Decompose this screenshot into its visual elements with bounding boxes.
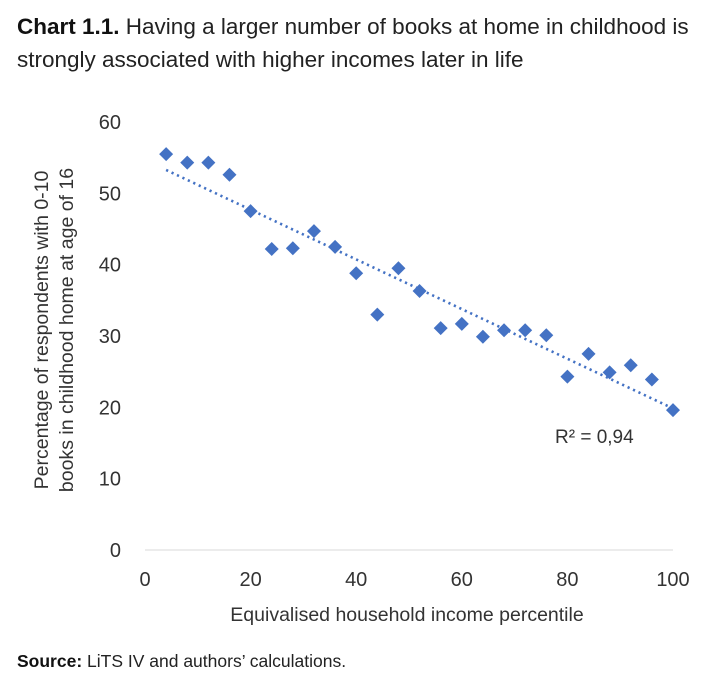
y-tick-label: 40: [99, 255, 121, 277]
x-tick-label: 40: [345, 569, 367, 591]
chart-title-label: Chart 1.1.: [17, 14, 120, 39]
x-tick-label: 100: [656, 569, 689, 591]
source-text: LiTS IV and authors’ calculations.: [82, 651, 347, 671]
data-point: [243, 204, 258, 219]
data-point: [412, 284, 427, 299]
data-points: [159, 147, 680, 418]
r-squared-annotation: R² = 0,94: [555, 427, 634, 448]
y-axis-ticks: 0 10 20 30 40 50 60: [99, 112, 121, 562]
y-tick-label: 60: [99, 112, 121, 134]
data-point: [497, 323, 512, 338]
data-point: [370, 307, 385, 322]
x-tick-label: 20: [239, 569, 261, 591]
x-axis-ticks: 0 20 40 60 80 100: [139, 569, 689, 591]
y-axis-title-line-1: Percentage of respondents with 0-10: [31, 170, 53, 489]
data-point: [581, 346, 596, 361]
y-tick-label: 0: [110, 540, 121, 562]
data-point: [623, 358, 638, 373]
x-tick-label: 60: [451, 569, 473, 591]
chart-title: Chart 1.1. Having a larger number of boo…: [17, 10, 707, 76]
data-point: [159, 147, 174, 162]
y-tick-label: 10: [99, 469, 121, 491]
data-point: [264, 241, 279, 256]
y-axis-title-line-2: books in childhood home at age of 16: [56, 168, 78, 492]
y-tick-label: 20: [99, 397, 121, 419]
source-note: Source: LiTS IV and authors’ calculation…: [17, 651, 346, 672]
data-point: [391, 261, 406, 276]
data-point: [602, 365, 617, 380]
data-point: [666, 403, 680, 418]
data-point: [180, 155, 195, 170]
data-point: [433, 321, 448, 336]
data-point: [539, 328, 554, 343]
data-point: [285, 241, 300, 256]
y-axis-title: Percentage of respondents with 0-10 book…: [31, 168, 78, 492]
data-point: [644, 372, 659, 387]
y-tick-label: 30: [99, 326, 121, 348]
chart-title-text: Having a larger number of books at home …: [17, 14, 689, 72]
data-point: [201, 155, 216, 170]
data-point: [518, 323, 533, 338]
data-point: [328, 239, 343, 254]
data-point: [349, 266, 364, 281]
x-axis-title: Equivalised household income percentile: [230, 604, 583, 626]
data-point: [475, 329, 490, 344]
data-point: [454, 316, 469, 331]
data-point: [306, 224, 321, 239]
y-tick-label: 50: [99, 183, 121, 205]
x-tick-label: 80: [556, 569, 578, 591]
data-point: [560, 369, 575, 384]
x-tick-label: 0: [139, 569, 150, 591]
data-point: [222, 167, 237, 182]
source-label: Source:: [17, 651, 83, 671]
